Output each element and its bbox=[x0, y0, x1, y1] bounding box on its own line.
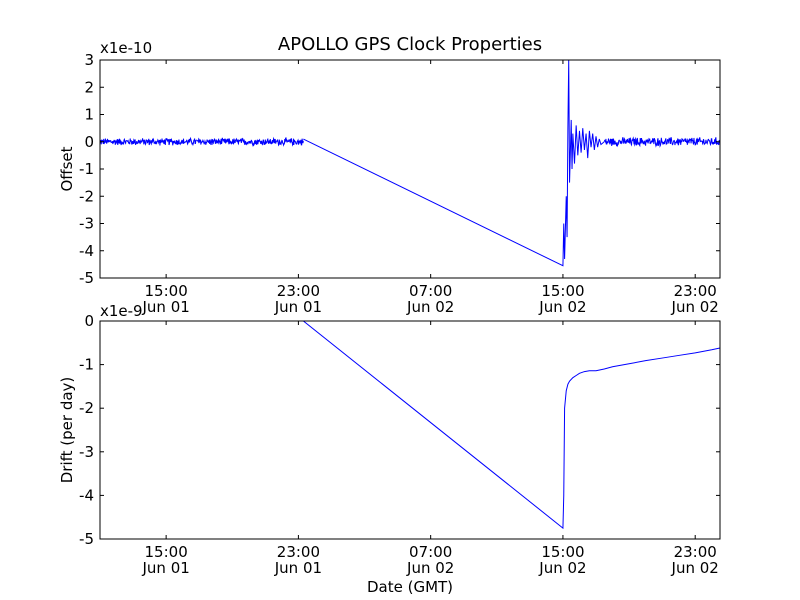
offset-y-scale-label: x1e-10 bbox=[100, 39, 152, 57]
offset-y-tick-label: -1 bbox=[79, 160, 94, 178]
drift-x-tick-label-time: 23:00 bbox=[674, 543, 717, 561]
offset-x-tick-label-date: Jun 02 bbox=[671, 298, 719, 316]
drift-y-ticks: -5 -4 -3 -2 -1 0 bbox=[79, 312, 720, 548]
offset-y-tick-label: -4 bbox=[79, 242, 94, 260]
drift-x-tick-label-time: 15:00 bbox=[145, 543, 188, 561]
drift-x-tick-label-time: 15:00 bbox=[541, 543, 584, 561]
offset-series bbox=[99, 59, 721, 267]
drift-series-line bbox=[100, 320, 721, 530]
offset-y-tick-label: 3 bbox=[84, 51, 94, 69]
offset-x-tick-label-time: 23:00 bbox=[277, 282, 320, 300]
offset-x-tick-label-date: Jun 01 bbox=[274, 298, 322, 316]
chart-title: APOLLO GPS Clock Properties bbox=[278, 34, 542, 55]
drift-y-tick-label: -2 bbox=[79, 399, 94, 417]
drift-x-tick-label-date: Jun 02 bbox=[671, 559, 719, 577]
drift-x-tick-label-time: 07:00 bbox=[409, 543, 452, 561]
drift-y-axis-label: Drift (per day) bbox=[58, 377, 76, 484]
drift-x-tick-label-date: Jun 02 bbox=[538, 559, 586, 577]
drift-x-tick-label-date: Jun 01 bbox=[274, 559, 322, 577]
offset-plot-area bbox=[100, 60, 720, 278]
offset-y-tick-label: -5 bbox=[79, 269, 94, 287]
offset-x-tick-label-time: 23:00 bbox=[674, 282, 717, 300]
offset-noise-segment-0 bbox=[99, 136, 304, 148]
drift-y-tick-label: -5 bbox=[79, 530, 94, 548]
drift-x-tick-label-date: Jun 02 bbox=[406, 559, 454, 577]
offset-y-tick-label: 1 bbox=[84, 106, 94, 124]
drift-axes-frame bbox=[99, 320, 721, 540]
offset-y-ticks: -5 -4 -3 -2 -1 0 1 2 3 bbox=[79, 51, 720, 287]
offset-x-tick-label-time: 15:00 bbox=[541, 282, 584, 300]
offset-y-axis-label: Offset bbox=[58, 146, 76, 191]
offset-x-tick-label-date: Jun 02 bbox=[538, 298, 586, 316]
offset-y-tick-label: -2 bbox=[79, 187, 94, 205]
drift-plot-area bbox=[100, 321, 720, 539]
x-axis-label: Date (GMT) bbox=[367, 578, 453, 596]
offset-y-tick-label: -3 bbox=[79, 215, 94, 233]
drift-y-tick-label: -1 bbox=[79, 356, 94, 374]
drift-y-scale-label: x1e-9 bbox=[100, 302, 143, 320]
drift-x-tick-label-time: 23:00 bbox=[277, 543, 320, 561]
offset-axes-frame bbox=[99, 59, 721, 279]
offset-y-tick-label: 0 bbox=[84, 133, 94, 151]
drift-series bbox=[100, 320, 721, 530]
offset-series-line bbox=[303, 59, 605, 267]
drift-y-tick-label: -3 bbox=[79, 443, 94, 461]
drift-y-tick-label: 0 bbox=[84, 312, 94, 330]
offset-noise-segment-1 bbox=[603, 136, 721, 148]
drift-y-tick-label: -4 bbox=[79, 486, 94, 504]
offset-x-tick-label-time: 07:00 bbox=[409, 282, 452, 300]
offset-y-tick-label: 2 bbox=[84, 78, 94, 96]
offset-x-tick-label-time: 15:00 bbox=[145, 282, 188, 300]
offset-x-tick-label-date: Jun 01 bbox=[141, 298, 189, 316]
drift-x-tick-label-date: Jun 01 bbox=[141, 559, 189, 577]
offset-x-tick-label-date: Jun 02 bbox=[406, 298, 454, 316]
